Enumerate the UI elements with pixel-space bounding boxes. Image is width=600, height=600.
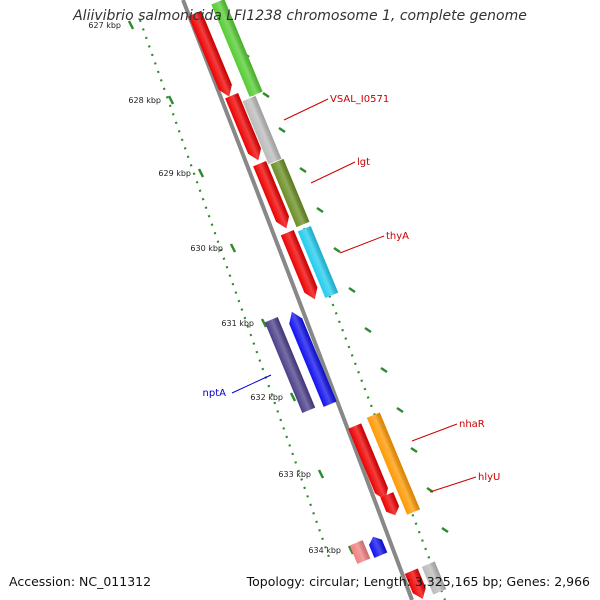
gene-label: nhaR (459, 419, 485, 430)
genome-backbone (181, 0, 414, 600)
ruler-label: 628 kbp (128, 96, 161, 105)
ruler-track-left (138, 19, 332, 561)
gene-npta-shade (289, 311, 337, 407)
ruler-label: 633 kbp (278, 470, 311, 479)
ruler-tick-major (167, 95, 175, 105)
gene-hlyu-shade (397, 487, 421, 515)
ruler-tick-major (317, 469, 325, 479)
cds-feature (188, 10, 232, 97)
gene-leader-line (231, 374, 272, 394)
cds-feature (225, 92, 262, 161)
gene-grey-bottom-shade (421, 561, 447, 595)
ruler-tick-minor (316, 206, 324, 214)
cds-feature (280, 230, 318, 300)
ruler-tick-minor (278, 126, 286, 134)
gene-blue-small (369, 536, 388, 558)
ruler-tick-minor (364, 326, 372, 334)
gene-grey-bottom (421, 561, 447, 595)
gene-npta (289, 311, 337, 407)
ruler-tick-minor (380, 366, 388, 374)
ruler-label: 630 kbp (190, 244, 223, 253)
ruler-tick-major (347, 545, 355, 555)
ruler-tick-minor (299, 166, 307, 174)
ruler-tick-minor (348, 286, 356, 294)
cds-feature (253, 160, 290, 229)
gene-leader-line (283, 98, 329, 121)
cds-feature-shade (188, 10, 232, 97)
ruler-tick-major (289, 392, 297, 402)
ruler-tick-minor (410, 446, 418, 454)
ruler-tick-minor (396, 406, 404, 414)
gene-pink (349, 540, 371, 564)
gene-label: thyA (386, 231, 409, 242)
accession-text: Accession: NC_011312 (9, 574, 152, 589)
genome-summary-text: Topology: circular; Length: 3,325,165 bp… (246, 574, 590, 589)
gene-label: nptA (203, 388, 227, 399)
cds-feature-shade (348, 423, 388, 500)
gene-pink-shade (349, 540, 371, 564)
gene-nptA-navy-shade (264, 317, 316, 413)
gene-lgt-shade (270, 158, 310, 228)
ruler-tick-minor (262, 91, 270, 99)
cds-feature (348, 423, 388, 500)
gene-label: lgt (357, 157, 370, 168)
ruler-tick-major (127, 20, 135, 30)
ruler-label: 634 kbp (308, 546, 341, 555)
gene-blue-small-shade (369, 536, 388, 558)
gene-nhar-shade (366, 412, 412, 494)
ruler-tick-major (229, 243, 237, 253)
gene-vsal-i0571-shade (242, 95, 282, 165)
gene-nptA-navy (264, 317, 316, 413)
ruler-tick-minor (441, 526, 449, 534)
cds-feature-shade (380, 492, 400, 516)
ruler-tick-minor (333, 246, 341, 254)
ruler-label: 632 kbp (250, 393, 283, 402)
gene-label: hlyU (478, 472, 500, 483)
gene-lgt (270, 158, 310, 228)
cds-feature-shade (280, 230, 318, 300)
ruler-track-right (238, 59, 447, 600)
gene-nhar (366, 412, 412, 494)
ruler-tick-major (260, 318, 268, 328)
gene-thya (297, 226, 339, 298)
cds-feature (380, 492, 400, 516)
cds-feature-shade (404, 568, 426, 599)
cds-feature-shade (253, 160, 290, 229)
ruler-label: 629 kbp (158, 169, 191, 178)
gene-label: VSAL_I0571 (330, 94, 389, 105)
gene-leader-line (339, 235, 385, 254)
gene-green-shade (211, 0, 263, 97)
cds-feature-shade (225, 92, 262, 161)
map-title: Aliivibrio salmonicida LFI1238 chromosom… (73, 8, 527, 24)
ruler-tick-major (197, 168, 205, 178)
gene-hlyu (397, 487, 421, 515)
gene-leader-line (411, 423, 458, 442)
gene-green (211, 0, 263, 97)
ruler-label: 631 kbp (221, 319, 254, 328)
gene-leader-line (429, 476, 477, 493)
gene-thya-shade (297, 226, 339, 298)
cds-feature (404, 568, 426, 599)
gene-vsal-i0571 (242, 95, 282, 165)
gene-leader-line (310, 161, 356, 184)
ruler-label: 627 kbp (88, 21, 121, 30)
